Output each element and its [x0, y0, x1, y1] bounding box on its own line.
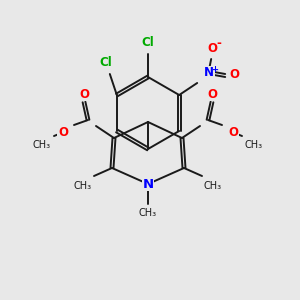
Text: N: N — [204, 67, 214, 80]
Text: +: + — [211, 64, 218, 74]
Text: -: - — [217, 37, 222, 50]
Text: Cl: Cl — [99, 56, 112, 70]
Text: N: N — [142, 178, 154, 190]
Text: O: O — [79, 88, 89, 100]
Text: CH₃: CH₃ — [74, 181, 92, 191]
Text: CH₃: CH₃ — [204, 181, 222, 191]
Text: Cl: Cl — [142, 37, 154, 50]
Text: O: O — [58, 125, 68, 139]
Text: O: O — [229, 68, 239, 82]
Text: O: O — [207, 41, 217, 55]
Text: O: O — [207, 88, 217, 100]
Text: CH₃: CH₃ — [33, 140, 51, 150]
Text: CH₃: CH₃ — [245, 140, 263, 150]
Text: O: O — [228, 125, 238, 139]
Text: CH₃: CH₃ — [139, 208, 157, 218]
